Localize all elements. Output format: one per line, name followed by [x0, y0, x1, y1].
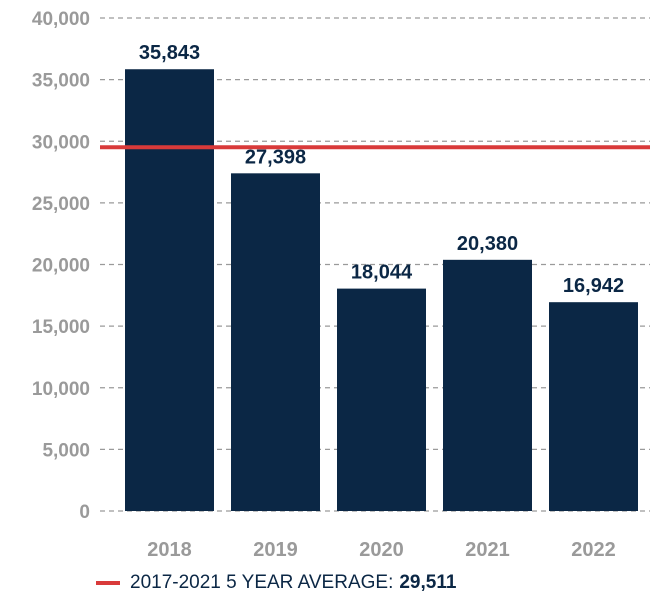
bar-2020 — [337, 288, 426, 511]
bar-2022 — [549, 302, 638, 511]
x-axis-tick-labels: 2018 2019 2020 2021 2022 — [147, 539, 616, 561]
y-tick-label: 15,000 — [32, 317, 90, 338]
legend: 2017-2021 5 YEAR AVERAGE: 29,511 — [96, 571, 456, 595]
legend-swatch-average — [96, 581, 120, 585]
legend-label-average: 2017-2021 5 YEAR AVERAGE: — [130, 572, 394, 593]
y-tick-label: 0 — [79, 502, 90, 523]
bar-value-label: 20,380 — [457, 233, 518, 255]
y-axis-tick-labels: 0 5,000 10,000 15,000 20,000 25,000 30,000 35,0… — [32, 9, 90, 523]
y-tick-label: 20,000 — [32, 256, 90, 277]
y-tick-label: 25,000 — [32, 194, 90, 215]
bar-2019 — [231, 173, 320, 512]
bar-value-label: 18,044 — [351, 262, 413, 284]
y-tick-label: 30,000 — [32, 132, 90, 153]
x-tick-label: 2021 — [465, 539, 510, 561]
legend-value-average: 29,511 — [399, 572, 457, 593]
bar-value-label: 27,398 — [245, 146, 306, 168]
y-tick-label: 10,000 — [32, 379, 90, 400]
bar-2021 — [443, 259, 532, 511]
x-tick-label: 2019 — [253, 539, 298, 561]
y-tick-label: 35,000 — [32, 71, 90, 92]
bar-value-label: 16,942 — [563, 275, 624, 297]
x-tick-label: 2022 — [571, 539, 616, 561]
y-tick-label: 40,000 — [32, 9, 90, 30]
bar-value-labels: 35,843 27,398 18,044 20,380 16,942 — [139, 42, 624, 297]
bar-2018 — [125, 69, 214, 512]
x-tick-label: 2018 — [147, 539, 192, 561]
bar-value-label: 35,843 — [139, 42, 200, 64]
bars — [125, 69, 638, 512]
x-tick-label: 2020 — [359, 539, 404, 561]
y-tick-label: 5,000 — [42, 440, 90, 461]
